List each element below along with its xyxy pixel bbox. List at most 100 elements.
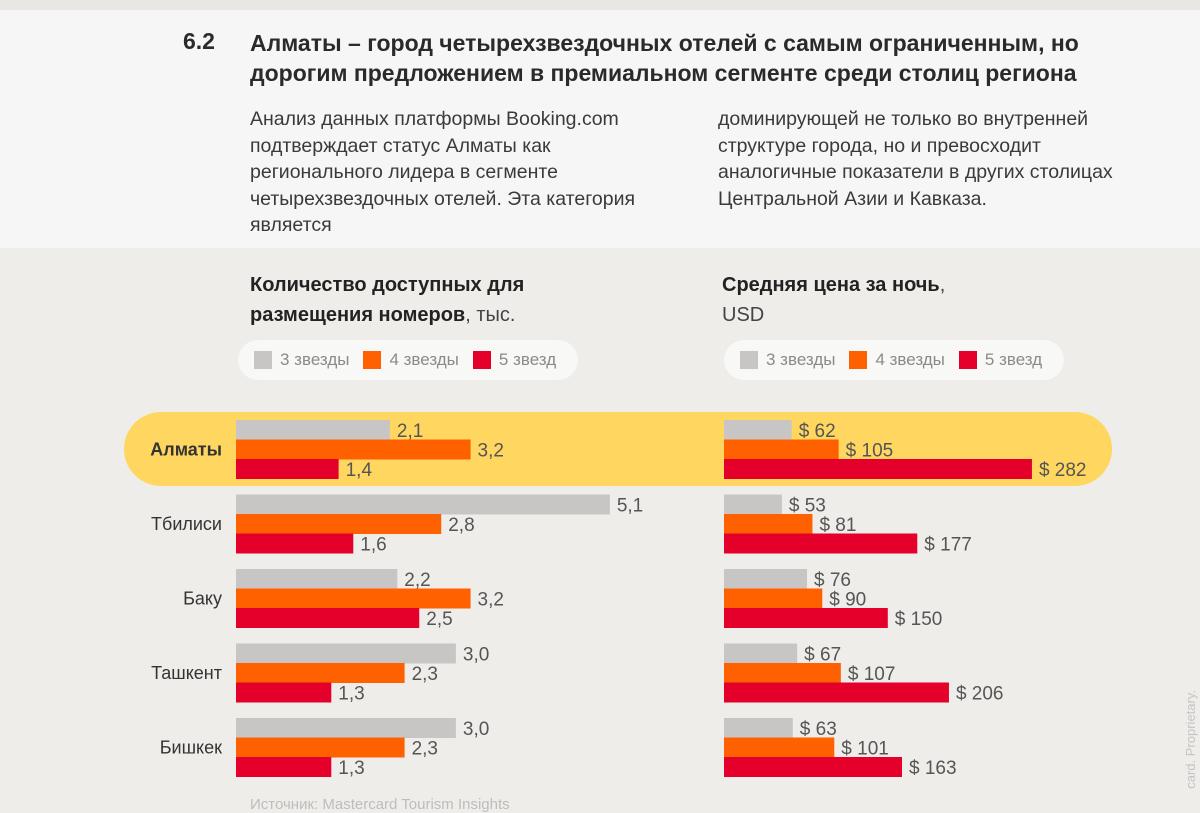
city-label: Бишкек bbox=[160, 738, 222, 758]
rooms-value-label: 1,4 bbox=[346, 460, 373, 481]
price-value-label: $ 105 bbox=[846, 441, 894, 462]
legend-item-5-stars: 5 звезд bbox=[958, 350, 1043, 370]
rooms-bar bbox=[236, 737, 405, 758]
rooms-bar bbox=[236, 420, 390, 440]
price-bar bbox=[724, 608, 888, 628]
legend-item-4-stars: 4 звезды bbox=[849, 350, 945, 370]
rooms-chart-title-line2: размещения номеров bbox=[250, 304, 466, 326]
legend-label-4-stars: 4 звезды bbox=[389, 350, 459, 369]
rooms-value-label: 3,0 bbox=[463, 719, 489, 740]
source-note: Источник: Mastercard Tourism Insights bbox=[250, 796, 510, 813]
legend-swatch-3-stars bbox=[254, 351, 272, 369]
price-value-label: $ 76 bbox=[814, 570, 851, 591]
price-bar bbox=[724, 514, 813, 534]
legend-swatch-3-stars bbox=[740, 351, 758, 369]
city-label: Тбилиси bbox=[151, 514, 222, 534]
hotel-comparison-chart: Алматы 2,1 3,2 1,4 $ 62 $ 105 $ 282 Тбилиси 5,1 2… bbox=[124, 412, 1112, 779]
rooms-bar bbox=[236, 718, 456, 738]
rooms-value-label: 2,1 bbox=[397, 421, 423, 442]
legend-label-4-stars: 4 звезды bbox=[875, 350, 945, 369]
price-bar bbox=[724, 757, 902, 777]
price-bar bbox=[724, 682, 949, 703]
rooms-chart-title: Количество доступных для размещения номе… bbox=[250, 270, 690, 330]
rooms-value-label: 3,0 bbox=[463, 645, 489, 666]
rooms-value-label: 2,5 bbox=[426, 609, 452, 630]
price-bar bbox=[724, 459, 1032, 479]
rooms-value-label: 1,3 bbox=[338, 758, 364, 779]
rooms-value-label: 2,8 bbox=[448, 515, 474, 536]
rooms-value-label: 2,3 bbox=[412, 664, 438, 685]
price-value-label: $ 63 bbox=[800, 719, 837, 740]
price-value-label: $ 177 bbox=[924, 535, 972, 556]
price-value-label: $ 90 bbox=[829, 590, 866, 611]
intro-text-right: доминирующей не только во внутренней стр… bbox=[718, 108, 1113, 210]
price-value-label: $ 107 bbox=[848, 664, 896, 685]
price-bar bbox=[724, 439, 839, 460]
price-bar bbox=[724, 569, 807, 589]
price-bar bbox=[724, 588, 823, 609]
legend-item-4-stars: 4 звезды bbox=[363, 350, 459, 370]
legend-swatch-4-stars bbox=[849, 351, 868, 369]
rooms-value-label: 2,3 bbox=[412, 739, 438, 760]
price-chart-title-comma: , bbox=[939, 274, 946, 296]
rooms-value-label: 2,2 bbox=[404, 570, 430, 591]
legend-swatch-5-stars bbox=[958, 351, 977, 369]
rooms-value-label: 5,1 bbox=[617, 496, 643, 517]
city-label: Баку bbox=[183, 589, 222, 609]
legend-label-5-stars: 5 звезд bbox=[498, 350, 557, 369]
top-strip bbox=[0, 0, 1200, 10]
price-bar bbox=[724, 533, 918, 554]
rooms-value-label: 3,2 bbox=[478, 590, 504, 611]
rooms-value-label: 1,6 bbox=[360, 535, 386, 556]
price-bar bbox=[724, 494, 782, 515]
rooms-bar bbox=[236, 533, 354, 554]
price-value-label: $ 53 bbox=[789, 496, 826, 517]
price-chart-unit: USD bbox=[722, 304, 765, 326]
rooms-bar bbox=[236, 588, 471, 609]
price-value-label: $ 101 bbox=[841, 739, 889, 760]
city-label: Алматы bbox=[150, 440, 222, 460]
price-bar bbox=[724, 718, 793, 738]
legend-swatch-5-stars bbox=[472, 351, 491, 369]
rooms-value-label: 3,2 bbox=[478, 441, 504, 462]
price-bar bbox=[724, 737, 835, 758]
rooms-bar bbox=[236, 514, 442, 534]
intro-text-left: Анализ данных платформы Booking.com подт… bbox=[250, 108, 636, 236]
section-number: 6.2 bbox=[183, 28, 215, 54]
section-header: 6.2 Алматы – город четырехзвездочных оте… bbox=[0, 10, 1200, 248]
price-bar bbox=[724, 643, 798, 664]
rooms-bar bbox=[236, 663, 405, 683]
price-value-label: $ 282 bbox=[1039, 460, 1087, 481]
price-chart-title-main: Средняя цена за ночь bbox=[722, 274, 940, 296]
legend-item-5-stars: 5 звезд bbox=[472, 350, 557, 370]
price-bar bbox=[724, 420, 792, 440]
legend-swatch-4-stars bbox=[363, 351, 382, 369]
price-value-label: $ 62 bbox=[799, 421, 836, 442]
legend-label-3-stars: 3 звезды bbox=[766, 350, 836, 369]
legend-item-3-stars: 3 звезды bbox=[254, 350, 349, 370]
legend-item-3-stars: 3 звезды bbox=[740, 350, 835, 370]
price-value-label: $ 206 bbox=[956, 684, 1004, 705]
copyright-side-text: card. Proprietary. bbox=[1183, 690, 1198, 789]
rooms-bar bbox=[236, 643, 456, 664]
price-legend: 3 звезды 4 звезды 5 звезд bbox=[724, 340, 1064, 380]
rooms-chart-title-line1: Количество доступных для bbox=[250, 274, 525, 296]
legend-label-3-stars: 3 звезды bbox=[280, 350, 350, 369]
rooms-bar bbox=[236, 608, 420, 628]
price-value-label: $ 67 bbox=[804, 645, 841, 666]
rooms-bar bbox=[236, 757, 332, 777]
rooms-bar bbox=[236, 439, 471, 460]
rooms-bar bbox=[236, 569, 398, 589]
rooms-bar bbox=[236, 459, 339, 479]
price-bar bbox=[724, 663, 841, 683]
section-title: Алматы – город четырехзвездочных отелей … bbox=[250, 30, 1079, 86]
price-value-label: $ 150 bbox=[895, 609, 943, 630]
rooms-bar bbox=[236, 494, 610, 515]
price-chart-title: Средняя цена за ночь, USD bbox=[722, 270, 1162, 330]
rooms-bar bbox=[236, 682, 332, 703]
rooms-value-label: 1,3 bbox=[338, 684, 364, 705]
price-value-label: $ 81 bbox=[819, 515, 856, 536]
legend-label-5-stars: 5 звезд bbox=[984, 350, 1043, 369]
city-label: Ташкент bbox=[151, 663, 222, 683]
rooms-chart-unit: , тыс. bbox=[465, 304, 516, 326]
